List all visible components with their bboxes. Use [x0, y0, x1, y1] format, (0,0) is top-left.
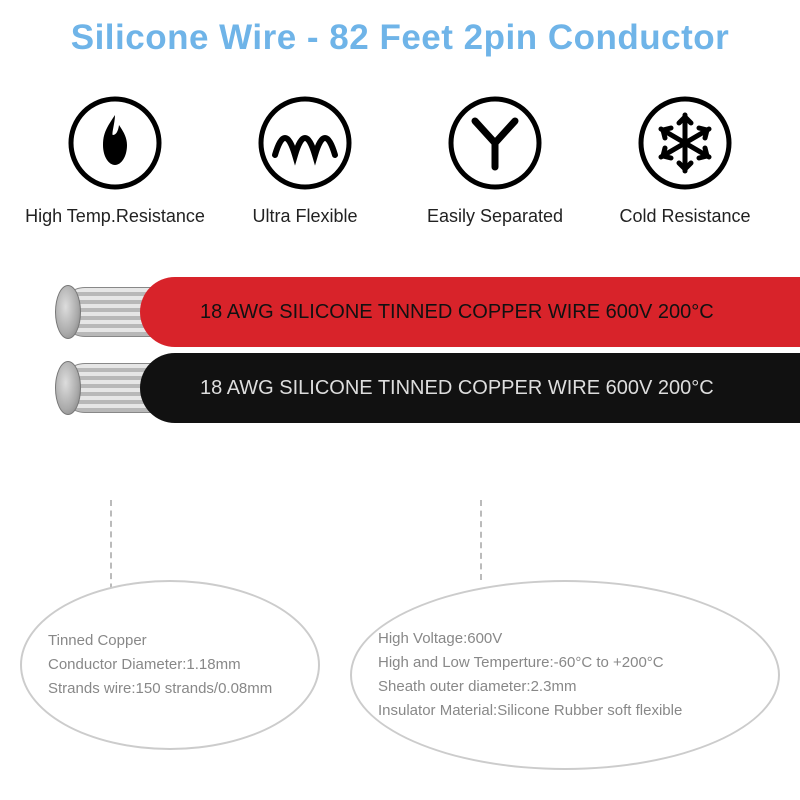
spec-line: High Voltage:600V — [378, 627, 752, 651]
feature-high-temp: High Temp.Resistance — [20, 88, 210, 227]
feature-cold: Cold Resistance — [590, 88, 780, 227]
spec-bubble-sheath: High Voltage:600V High and Low Tempertur… — [350, 580, 780, 770]
wire-body-red: 18 AWG SILICONE TINNED COPPER WIRE 600V … — [140, 277, 800, 347]
wire-cap-black — [55, 361, 81, 415]
snowflake-icon — [630, 88, 740, 198]
spec-line: Insulator Material:Silicone Rubber soft … — [378, 699, 752, 723]
spec-line: Conductor Diameter:1.18mm — [48, 653, 292, 677]
y-split-icon — [440, 88, 550, 198]
flame-icon — [60, 88, 170, 198]
wire-body-black: 18 AWG SILICONE TINNED COPPER WIRE 600V … — [140, 353, 800, 423]
wire-label-red: 18 AWG SILICONE TINNED COPPER WIRE 600V … — [200, 301, 714, 324]
wire-red: 18 AWG SILICONE TINNED COPPER WIRE 600V … — [0, 277, 800, 347]
spec-bubble-copper: Tinned Copper Conductor Diameter:1.18mm … — [20, 580, 320, 750]
specs-row: Tinned Copper Conductor Diameter:1.18mm … — [0, 580, 800, 770]
feature-label: High Temp.Resistance — [25, 206, 205, 227]
wire-label-black: 18 AWG SILICONE TINNED COPPER WIRE 600V … — [200, 377, 714, 400]
spec-line: Tinned Copper — [48, 629, 292, 653]
feature-separated: Easily Separated — [400, 88, 590, 227]
page-title: Silicone Wire - 82 Feet 2pin Conductor — [0, 0, 800, 68]
wire-cap-red — [55, 285, 81, 339]
spec-line: Strands wire:150 strands/0.08mm — [48, 677, 292, 701]
features-row: High Temp.Resistance Ultra Flexible Easi… — [0, 68, 800, 257]
feature-label: Easily Separated — [427, 206, 563, 227]
coil-icon — [250, 88, 360, 198]
callout-line-right — [480, 500, 482, 580]
wire-black: 18 AWG SILICONE TINNED COPPER WIRE 600V … — [0, 353, 800, 423]
wire-illustration: 18 AWG SILICONE TINNED COPPER WIRE 600V … — [0, 267, 800, 437]
feature-label: Cold Resistance — [619, 206, 750, 227]
spec-line: Sheath outer diameter:2.3mm — [378, 675, 752, 699]
spec-line: High and Low Temperture:-60°C to +200°C — [378, 651, 752, 675]
feature-label: Ultra Flexible — [252, 206, 357, 227]
feature-flexible: Ultra Flexible — [210, 88, 400, 227]
